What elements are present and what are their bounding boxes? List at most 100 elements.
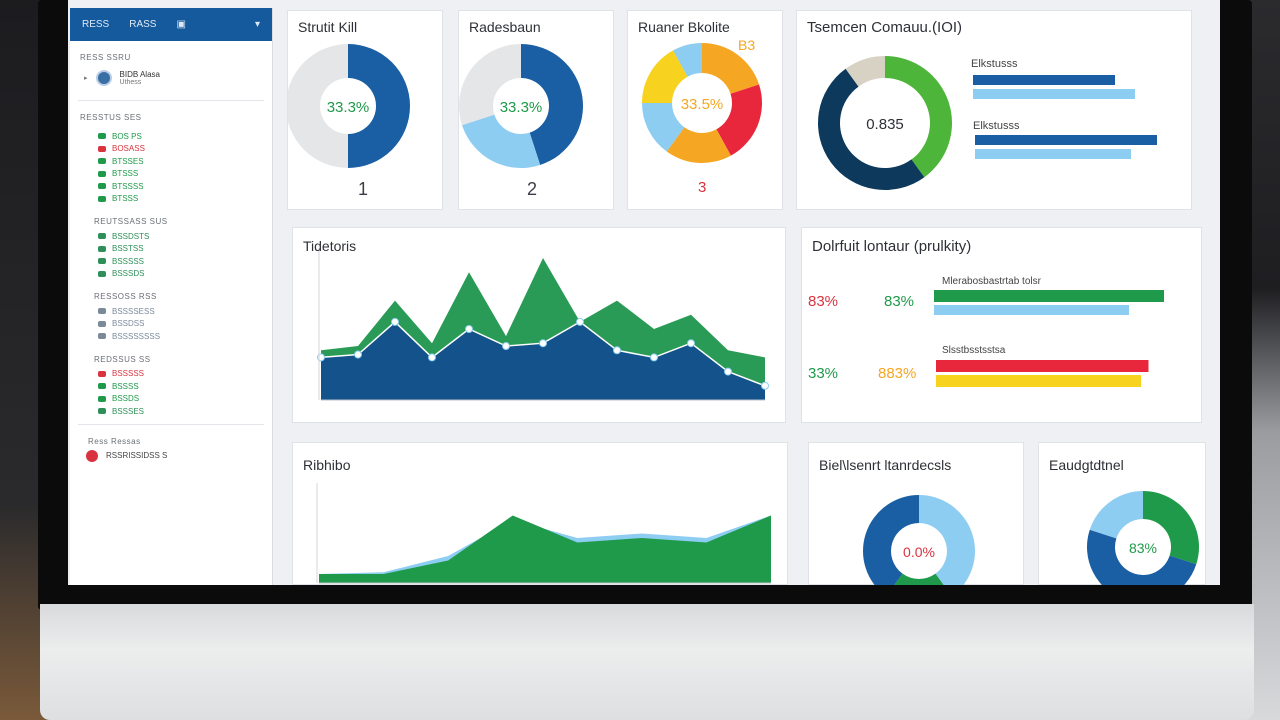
donut-slice <box>459 44 521 126</box>
sidebar-top-item-1[interactable]: RESS <box>82 19 110 30</box>
save-icon[interactable]: ▣ <box>176 19 186 30</box>
list-bullet-icon <box>98 183 106 190</box>
area-series <box>319 515 771 583</box>
data-point <box>761 381 769 390</box>
donut-slice <box>673 43 702 77</box>
distribution-card[interactable]: Dolrfuit lontaur (prulkity) Mlerabosbast… <box>801 227 1202 423</box>
card-tag: B3 <box>738 37 756 53</box>
list-bullet-icon <box>98 245 106 252</box>
sidebar-item[interactable]: BTSSS <box>70 168 272 181</box>
donut-slice <box>894 573 944 585</box>
sidebar-item[interactable]: BSSTSS <box>70 243 272 256</box>
card-title: Tsemcen Comauu.(IOI) <box>807 19 963 36</box>
sidebar-item-label: BSSSDS <box>112 269 145 279</box>
sidebar-item[interactable]: BSSSSS <box>70 255 272 268</box>
sidebar-item[interactable]: BSSDS <box>70 393 272 406</box>
bar-label: Elkstusss <box>973 120 1020 132</box>
profile-name: BIDB Alasa <box>119 70 160 79</box>
percent-label: 83% <box>884 293 914 310</box>
donut-center-label: 33.3% <box>327 99 370 116</box>
hbar-chart: Mlerabosbastrtab tolsr 83% 83% Slsstbsst… <box>808 276 1164 387</box>
donut-slice <box>462 114 541 168</box>
sidebar-item[interactable]: BSSSSESS <box>70 305 272 318</box>
sidebar-item[interactable]: BOS PS <box>70 130 272 143</box>
sidebar-section-title: RESS SSRU <box>80 53 131 62</box>
donut-chart-1: 33.3% <box>286 44 410 168</box>
donut-card-small-2[interactable]: Eaudgtdtnel 83% <box>1038 442 1206 585</box>
kpi-card-1[interactable]: Strutit Kill 33.3% 1 <box>286 10 443 210</box>
donut-slice <box>716 84 762 156</box>
sidebar-section-title: RESSOSS RSS <box>94 292 157 301</box>
kpi-card-2[interactable]: Radesbaun 33.3% 2 <box>458 10 614 210</box>
sidebar-item[interactable]: BSSSES <box>70 405 272 418</box>
sidebar-item[interactable]: BTSSS <box>70 193 272 206</box>
donut-chart-6: 83% <box>1087 491 1199 585</box>
sidebar-item[interactable]: BSSSS <box>70 380 272 393</box>
sidebar-section-title: RESSTUS SES <box>80 113 142 122</box>
bar-label: Mlerabosbastrtab tolsr <box>942 276 1042 287</box>
sidebar-item-label: BSSSS <box>112 381 139 391</box>
donut-slice <box>348 44 410 168</box>
area-chart-card[interactable]: Tidetoris <box>292 227 786 423</box>
bar-label: Elkstusss <box>971 58 1018 70</box>
sidebar-item[interactable]: BSSSSSSSS <box>70 330 272 343</box>
donut-slice <box>845 56 885 87</box>
profile-subtitle: Uthess <box>119 79 142 86</box>
donut-slice <box>702 43 760 94</box>
sidebar-item-label: BTSSES <box>112 156 144 166</box>
data-point <box>724 367 732 376</box>
sidebar-item[interactable]: BSSSDS <box>70 268 272 281</box>
donut-slice <box>521 44 583 165</box>
card-title: Biel\lsenrt ltanrdecsls <box>819 457 952 473</box>
donut-chart-5: 0.0% <box>863 495 975 585</box>
sidebar-item[interactable]: BOSASS <box>70 143 272 156</box>
sidebar-section-title: REDSSUS SS <box>94 354 151 364</box>
data-point <box>465 325 473 333</box>
sidebar-section-title: Ress Ressas <box>88 436 141 446</box>
dropdown-icon[interactable]: ▾ <box>254 19 260 30</box>
sidebar-item-label: BSSDSS <box>112 319 145 329</box>
sidebar-item[interactable]: BSSDSS <box>70 318 272 331</box>
donut-slice <box>642 103 685 152</box>
percent-label: 83% <box>808 293 838 310</box>
list-bullet-icon <box>98 233 106 240</box>
data-point <box>391 317 399 326</box>
list-bullet-icon <box>98 258 106 265</box>
sidebar-item-label: BOS PS <box>112 131 142 141</box>
bar-2 <box>973 89 1135 99</box>
list-bullet-icon <box>98 133 106 140</box>
sidebar-footer-item[interactable]: RSSRISSIDSS S <box>70 446 272 466</box>
donut-slice <box>1143 491 1199 565</box>
donut-center-label: 83% <box>1129 540 1157 556</box>
card-title: Tidetoris <box>303 238 357 254</box>
list-bullet-icon <box>98 308 106 315</box>
card-title: Eaudgtdtnel <box>1049 457 1124 473</box>
area-chart-card-2[interactable]: Ribhibo <box>292 442 788 585</box>
area-chart-2 <box>316 483 771 584</box>
sidebar-item[interactable]: BTSSSS <box>70 180 272 193</box>
card-title: Ruaner Bkolite <box>638 19 730 35</box>
donut-chart-3: 33.5% <box>642 43 762 163</box>
data-point <box>502 342 510 351</box>
sidebar-item[interactable]: BSSSSS <box>70 368 272 381</box>
sidebar-item[interactable]: BTSSES <box>70 155 272 168</box>
percent-label: 883% <box>878 365 916 382</box>
sidebar-item-label: BTSSS <box>112 169 139 179</box>
bar-4 <box>936 375 1141 387</box>
sidebar-item-label: BSSSSSSSS <box>112 331 161 341</box>
sidebar-item-label: BSSSSESS <box>112 306 155 316</box>
data-point <box>613 346 621 355</box>
profile[interactable]: ▸ BIDB Alasa Uthess <box>70 62 272 94</box>
donut-card-small-1[interactable]: Biel\lsenrt ltanrdecsls 0.0% <box>808 442 1024 585</box>
list-bullet-icon <box>98 383 106 390</box>
kpi-card-3[interactable]: Ruaner Bkolite B3 33.5% 3 <box>627 10 783 210</box>
sidebar-item[interactable]: BSSDSTS <box>70 230 272 243</box>
donut-center-label: 0.0% <box>903 544 935 560</box>
summary-card[interactable]: Tsemcen Comauu.(IOI) 0.835 Elkstusss Elk… <box>796 10 1192 210</box>
data-point <box>428 353 436 362</box>
monitor-chin <box>40 604 1254 720</box>
sidebar-top-item-2[interactable]: RASS <box>129 19 157 30</box>
card-title: Radesbaun <box>469 19 541 35</box>
list-bullet-icon <box>98 320 106 327</box>
status-dot-icon <box>86 449 98 462</box>
